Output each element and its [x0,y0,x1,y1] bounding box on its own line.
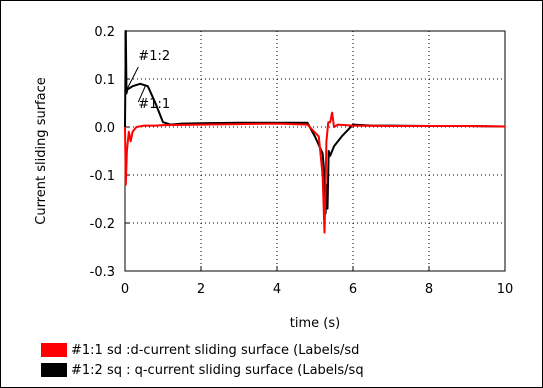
legend-swatch-black [41,363,67,377]
series-line-sd [124,111,506,234]
y-axis-label: Current sliding surface [34,77,49,225]
series-lines [124,30,506,234]
x-tick-label: 2 [197,282,205,297]
legend-swatch-red [41,343,67,357]
legend: #1:1 sd :d-current sliding surface (Labe… [1,337,542,387]
legend-item-sd: #1:1 sd :d-current sliding surface (Labe… [41,341,359,359]
x-tick-label: 6 [349,282,357,297]
legend-item-sq: #1:2 sq : q-current sliding surface (Lab… [41,361,364,379]
legend-label-sd: #1:1 sd :d-current sliding surface (Labe… [71,342,360,358]
y-tick-label: 0.1 [94,73,115,88]
x-tick-label: 4 [273,282,281,297]
x-tick-label: 8 [425,282,433,297]
legend-label-sq: #1:2 sq : q-current sliding surface (Lab… [71,362,364,378]
y-tick-label: 0.0 [94,121,115,136]
grid [125,31,505,271]
annotation-label: #1:1 [138,97,170,112]
annotation-leader [126,66,139,89]
y-tick-label: -0.1 [90,169,115,184]
annotations: #1:2 #1:1 [126,49,170,112]
annotation-label: #1:2 [138,49,170,64]
x-tick-label: 0 [121,282,129,297]
annotation-leader [137,84,147,103]
y-tick-label: -0.2 [90,217,115,232]
y-tick-label: 0.2 [94,25,115,40]
plot-area [124,30,506,272]
x-axis-label: time (s) [290,316,340,331]
y-tick-label: -0.3 [90,265,115,280]
line-chart: 0 2 4 6 8 10 0.2 0.1 0.0 -0.1 -0.2 -0.3 #1:2 #1:1 ti… [34,25,514,331]
series-line-sq [124,30,506,215]
axis-ticks: 0 2 4 6 8 10 0.2 0.1 0.0 -0.1 -0.2 -0.3 [90,25,514,297]
x-tick-label: 10 [497,282,514,297]
